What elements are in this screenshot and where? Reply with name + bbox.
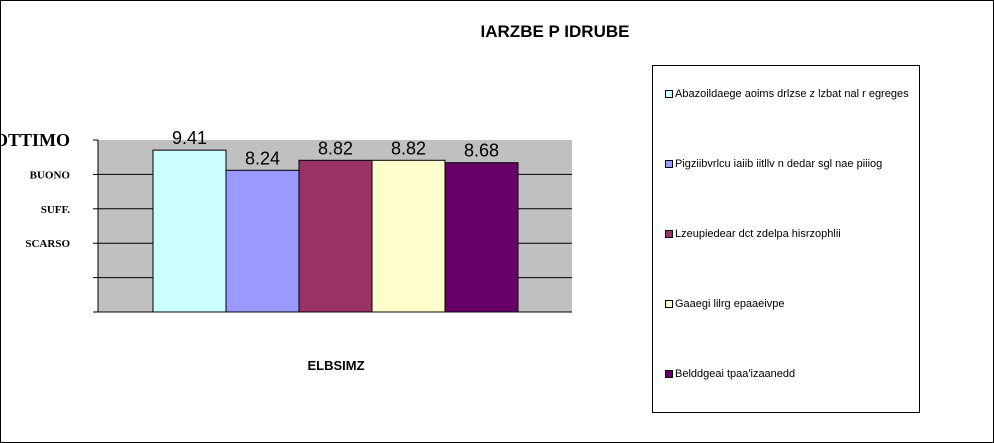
y-tick-label: BUONO xyxy=(30,169,71,181)
data-label: 8.82 xyxy=(318,138,353,158)
legend-swatch xyxy=(665,160,673,168)
data-label: 9.41 xyxy=(172,128,207,148)
bar xyxy=(152,149,227,313)
legend-label: Abazoildaege aoims drlzse z lzbat nal r … xyxy=(675,88,909,100)
legend-swatch xyxy=(665,370,673,378)
data-label: 8.68 xyxy=(464,141,499,161)
legend-item: Pigziibvrlcu iaiib iitllv n dedar sgl na… xyxy=(665,157,913,171)
legend-item: Belddgeai tpaa'izaanedd xyxy=(665,367,913,381)
y-tick-label: OTTIMO xyxy=(0,130,70,150)
bar xyxy=(225,169,300,313)
y-tick-label: SCARSO xyxy=(25,238,70,250)
legend-item: Gaaegi lilrg epaaeivpe xyxy=(665,297,913,311)
bar xyxy=(298,159,373,313)
x-axis-title: ELBSIMZ xyxy=(307,358,365,373)
legend: Abazoildaege aoims drlzse z lzbat nal r … xyxy=(652,65,920,413)
legend-label: Gaaegi lilrg epaaeivpe xyxy=(675,298,785,310)
data-label: 8.24 xyxy=(245,148,280,168)
data-label: 8.82 xyxy=(391,138,426,158)
legend-item: Abazoildaege aoims drlzse z lzbat nal r … xyxy=(665,87,913,101)
bar xyxy=(444,162,519,313)
chart-title: IARZBE P IDRUBE xyxy=(480,22,630,41)
legend-swatch xyxy=(665,230,673,238)
y-tick-label: SUFF. xyxy=(41,204,70,216)
legend-label: Pigziibvrlcu iaiib iitllv n dedar sgl na… xyxy=(675,158,883,170)
legend-swatch xyxy=(665,90,673,98)
bar xyxy=(371,159,446,313)
legend-swatch xyxy=(665,300,673,308)
legend-label: Belddgeai tpaa'izaanedd xyxy=(675,368,796,380)
legend-label: Lzeupiedear dct zdelpa hisrzophlii xyxy=(675,228,841,240)
legend-item: Lzeupiedear dct zdelpa hisrzophlii xyxy=(665,227,913,241)
